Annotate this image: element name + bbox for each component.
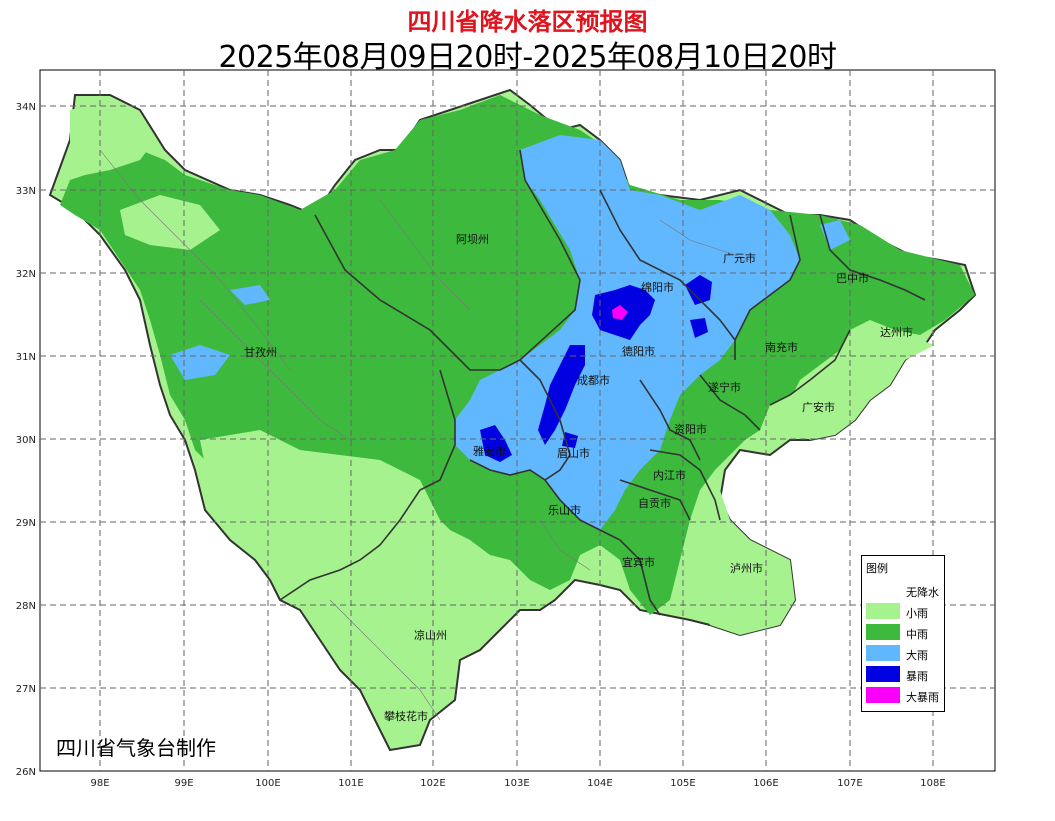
lon-tick-label: 102E — [420, 778, 445, 789]
lon-tick-label: 100E — [255, 778, 280, 789]
lat-tick-label: 26N — [16, 767, 36, 778]
city-label-leshan: 乐山市 — [548, 503, 581, 517]
lon-tick-label: 107E — [837, 778, 862, 789]
lat-tick-label: 27N — [16, 684, 36, 695]
rainstorm-area-3 — [690, 318, 708, 338]
city-label-ganzi: 甘孜州 — [244, 345, 277, 359]
legend-item: 无降水 — [866, 582, 942, 599]
city-label-aba: 阿坝州 — [456, 232, 489, 246]
lat-tick-label: 34N — [16, 102, 36, 113]
lat-tick-label: 32N — [16, 269, 36, 280]
city-label-neijiang: 内江市 — [653, 468, 686, 482]
rainstorm-area-chengdu — [538, 345, 585, 445]
legend-swatch — [866, 687, 900, 703]
legend: 图例 无降水 小雨 中雨 大雨 暴雨 大暴雨 — [861, 555, 945, 712]
city-label-meishan: 眉山市 — [557, 446, 590, 460]
city-label-deyang: 德阳市 — [622, 344, 655, 358]
city-label-ziyang: 资阳市 — [674, 422, 707, 436]
lat-tick-label: 30N — [16, 435, 36, 446]
city-label-mianyang: 绵阳市 — [641, 280, 674, 294]
legend-label: 暴雨 — [906, 670, 928, 683]
city-boundaries — [279, 149, 926, 616]
lon-tick-label: 106E — [753, 778, 778, 789]
rainstorm-area-meishan — [562, 432, 578, 448]
heavy-patch-w1 — [170, 345, 230, 380]
legend-item: 中雨 — [866, 624, 942, 641]
city-label-chengdu: 成都市 — [577, 373, 610, 387]
lon-tick-label: 105E — [670, 778, 695, 789]
heavy-patch-leshan — [570, 470, 620, 525]
graticule — [40, 70, 995, 771]
forecast-period: 2025年08月09日20时-2025年08月10日20时 — [218, 40, 837, 75]
city-label-zigong: 自贡市 — [638, 496, 671, 510]
city-label-dazhou: 达州市 — [880, 325, 913, 339]
lat-tick-label: 28N — [16, 601, 36, 612]
legend-swatch — [866, 645, 900, 661]
rainstorm-area-yaan — [480, 425, 512, 462]
city-label-guangyuan: 广元市 — [723, 251, 756, 265]
legend-label: 大雨 — [906, 649, 928, 662]
issuer-credit: 四川省气象台制作 — [56, 736, 216, 760]
legend-title: 图例 — [866, 562, 888, 575]
legend-label: 无降水 — [906, 586, 939, 599]
lat-tick-label: 33N — [16, 186, 36, 197]
lon-tick-label: 104E — [587, 778, 612, 789]
city-label-yibin: 宜宾市 — [622, 555, 655, 569]
legend-swatch — [866, 624, 900, 640]
city-label-panzhihua: 攀枝花市 — [384, 709, 428, 723]
legend-item: 大暴雨 — [866, 687, 942, 704]
lon-tick-label: 103E — [504, 778, 529, 789]
rainstorm-area-2 — [685, 275, 712, 305]
legend-item: 小雨 — [866, 603, 942, 620]
map-title: 四川省降水落区预报图 — [407, 8, 648, 36]
legend-label: 大暴雨 — [906, 691, 939, 704]
heavy-patch-w2 — [230, 285, 270, 305]
lon-tick-label: 98E — [90, 778, 109, 789]
city-label-nanchong: 南充市 — [765, 340, 798, 354]
light-patch-luzhou — [700, 490, 795, 635]
city-label-suining: 遂宁市 — [708, 380, 741, 394]
city-label-luzhou: 泸州市 — [730, 561, 763, 575]
county-boundaries — [99, 149, 751, 721]
city-label-yaan: 雅安市 — [473, 444, 506, 458]
lon-tick-label: 108E — [920, 778, 945, 789]
legend-swatch — [866, 666, 900, 682]
legend-label: 中雨 — [906, 628, 928, 641]
legend-swatch — [866, 603, 900, 619]
light-patch-nw — [70, 100, 155, 175]
lon-tick-label: 101E — [338, 778, 363, 789]
city-label-guangan: 广安市 — [802, 400, 835, 414]
lat-tick-label: 31N — [16, 352, 36, 363]
lat-tick-label: 29N — [16, 518, 36, 529]
city-label-bazhong: 巴中市 — [836, 271, 869, 285]
light-patch-s — [200, 430, 480, 600]
light-patch-w — [120, 195, 220, 250]
legend-item: 暴雨 — [866, 666, 942, 683]
lon-tick-labels: 98E 99E 100E 101E 102E 103E 104E 105E 10… — [90, 778, 945, 789]
city-label-liangshan: 凉山州 — [414, 628, 447, 642]
legend-label: 小雨 — [906, 607, 928, 620]
lon-tick-label: 99E — [174, 778, 193, 789]
legend-swatch — [866, 582, 900, 598]
legend-item: 大雨 — [866, 645, 942, 662]
light-patch-e — [790, 340, 935, 440]
city-labels: 阿坝州 甘孜州 广元市 巴中市 达州市 绵阳市 德阳市 南充市 遂宁市 成都市 … — [244, 232, 913, 723]
heavy-rainstorm-area — [612, 305, 628, 320]
lat-tick-labels: 34N 33N 32N 31N 30N 29N 28N 27N 26N — [16, 102, 36, 778]
